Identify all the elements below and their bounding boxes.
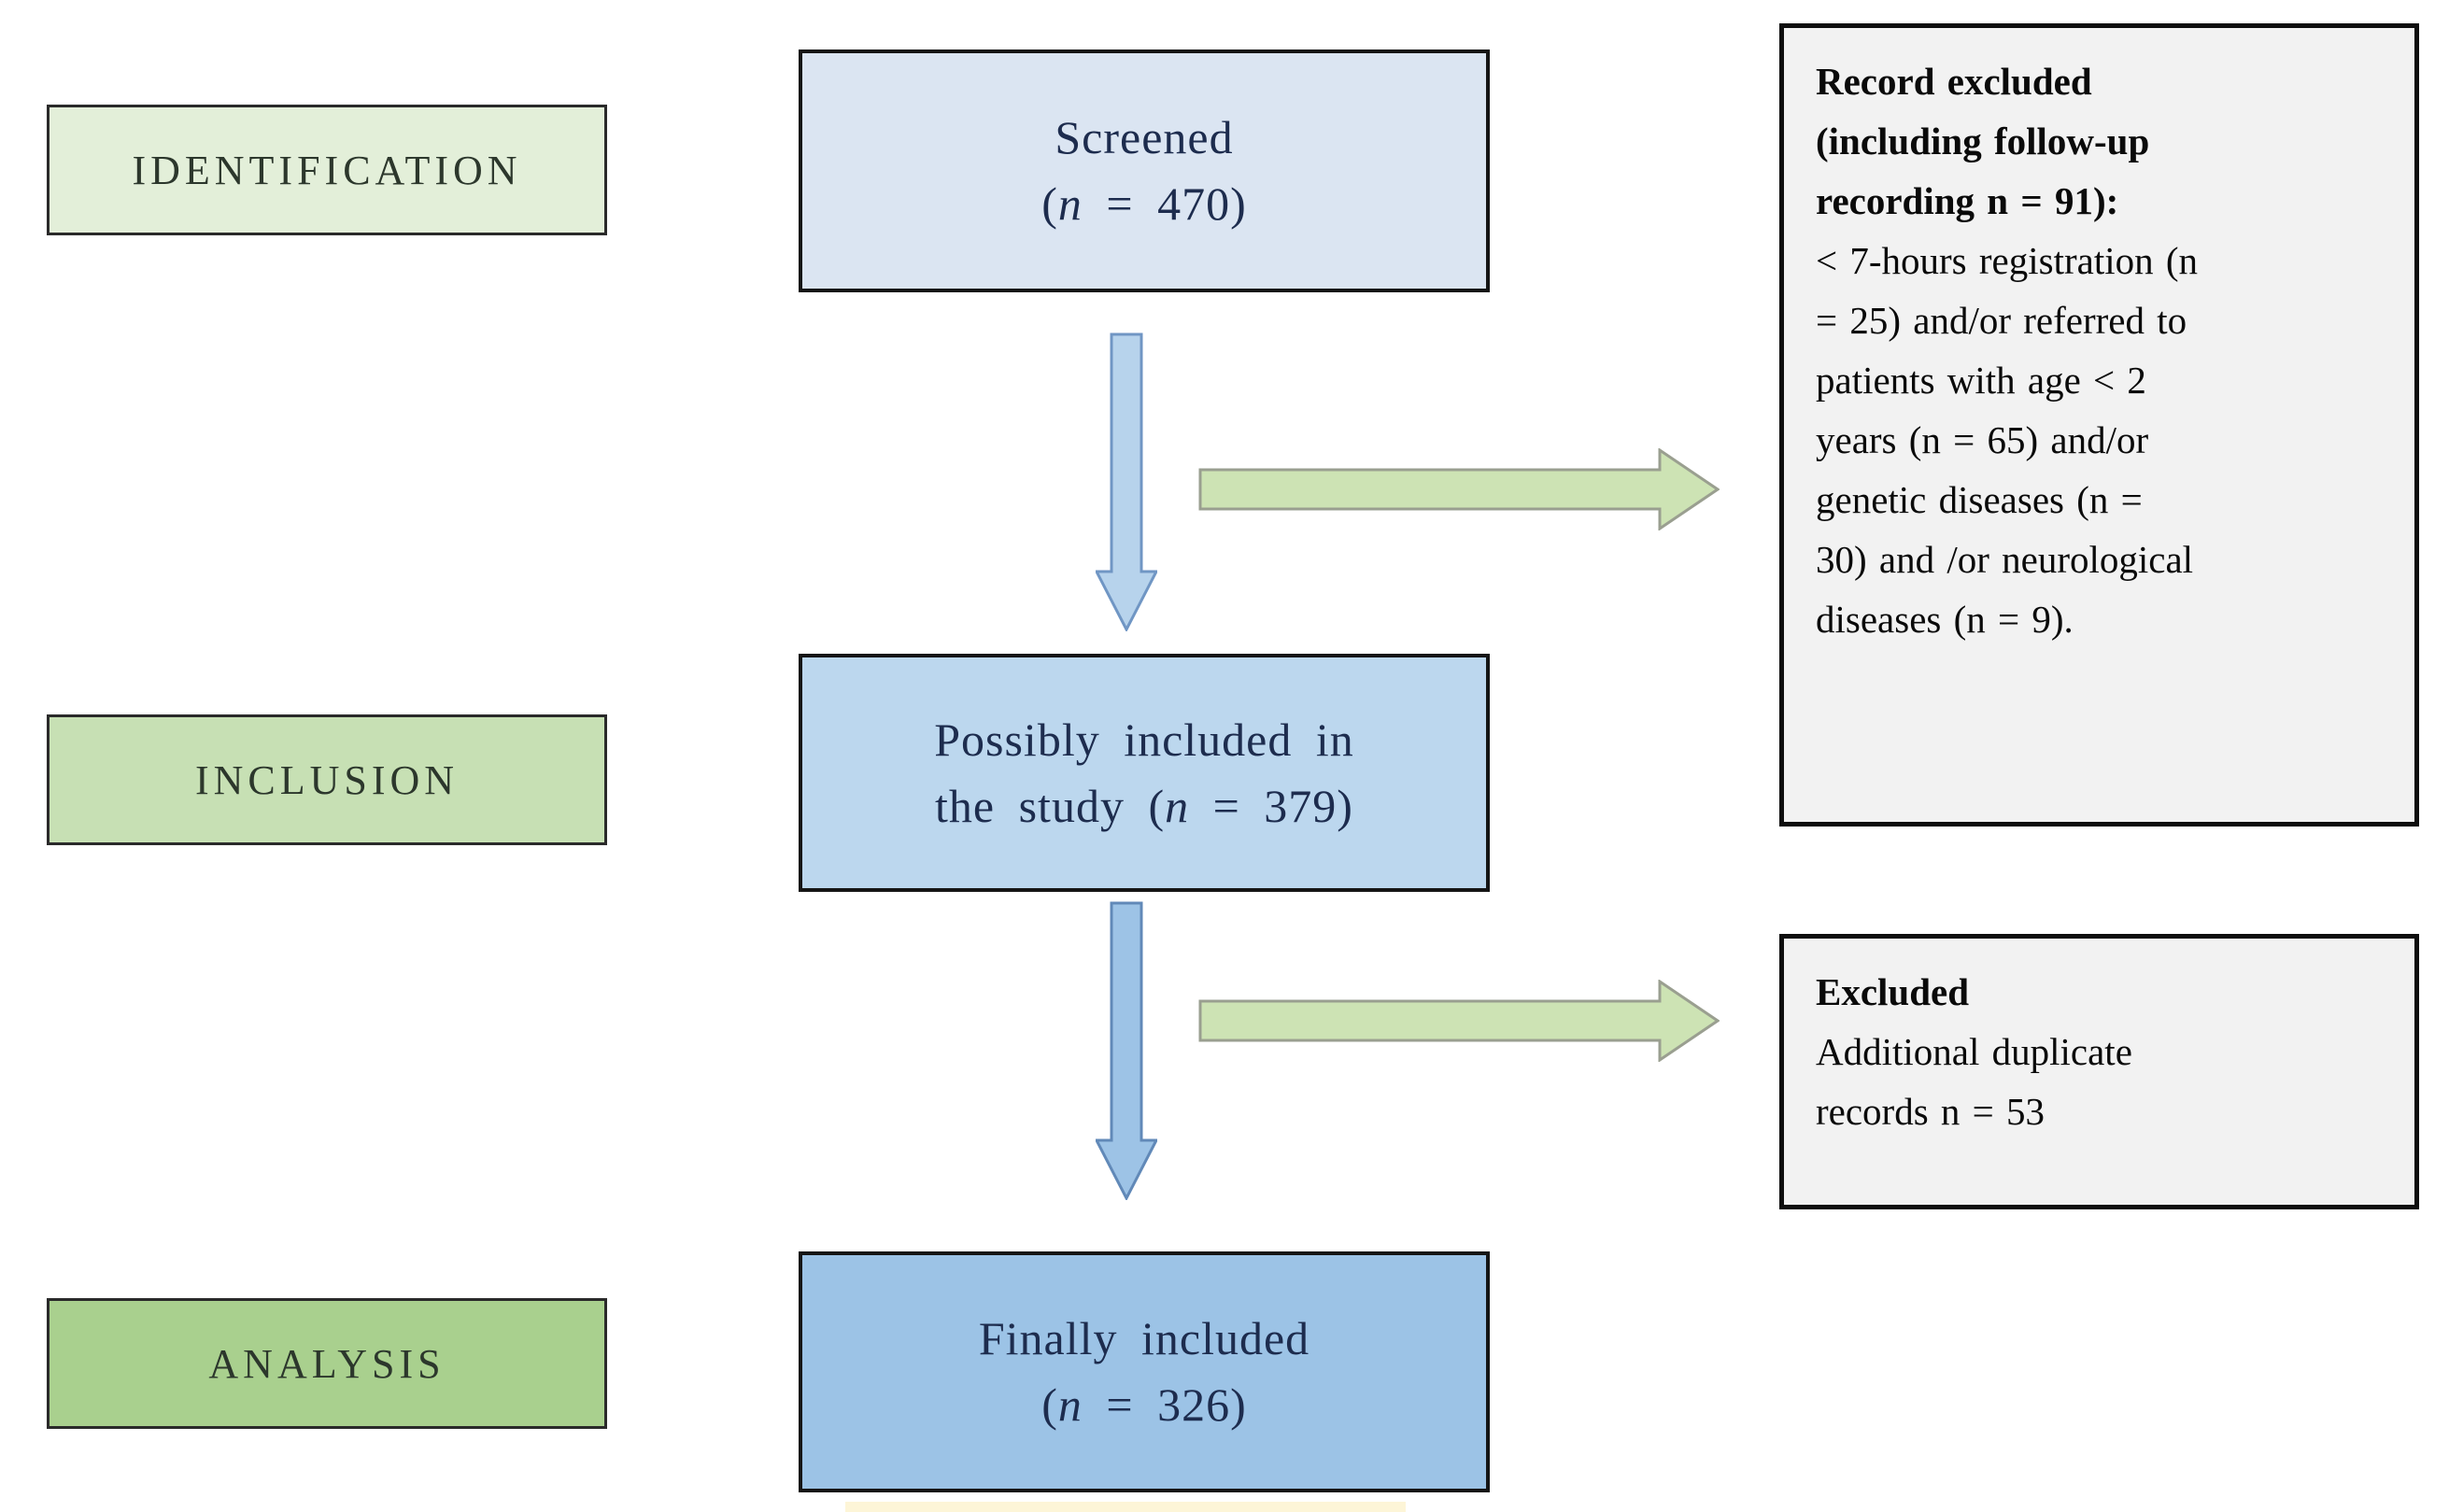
right-arrow-to-excluded bbox=[1198, 980, 1720, 1062]
count-open-paren: ( bbox=[1041, 177, 1058, 230]
count-open-paren: ( bbox=[1041, 1378, 1058, 1431]
count-n-variable: n bbox=[1057, 177, 1083, 230]
down-arrow-screened-to-possibly bbox=[1096, 332, 1157, 631]
flow-box-screened: Screened (n = 470) bbox=[799, 49, 1490, 292]
flow-box-finally-title: Finally included bbox=[978, 1312, 1310, 1364]
count-value: = 470) bbox=[1082, 177, 1247, 230]
right-arrow-shape bbox=[1198, 448, 1720, 530]
down-arrow-shape bbox=[1096, 901, 1157, 1200]
stage-box-analysis: ANALYSIS bbox=[47, 1298, 607, 1429]
exclusion-box-1-title: Record excluded (including follow-up rec… bbox=[1816, 60, 2150, 222]
stage-box-identification: IDENTIFICATION bbox=[47, 105, 607, 235]
exclusion-box-excluded: Excluded Additional duplicate records n … bbox=[1779, 934, 2419, 1209]
stage-box-inclusion: INCLUSION bbox=[47, 714, 607, 845]
flow-box-possibly-title: Possibly included in bbox=[934, 713, 1354, 766]
flow-box-possibly-count: the study (n = 379) bbox=[935, 773, 1353, 840]
flow-box-screened-title: Screened bbox=[1055, 111, 1234, 163]
count-n-variable: n bbox=[1057, 1378, 1083, 1431]
down-arrow-possibly-to-finally bbox=[1096, 901, 1157, 1200]
exclusion-box-2-body: Additional duplicate records n = 53 bbox=[1816, 1029, 2132, 1133]
right-arrow-to-record-excluded bbox=[1198, 448, 1720, 530]
flow-box-finally-included: Finally included (n = 326) bbox=[799, 1251, 1490, 1492]
flow-box-possibly-included: Possibly included in the study (n = 379) bbox=[799, 654, 1490, 892]
exclusion-box-2-title: Excluded bbox=[1816, 970, 1970, 1013]
right-arrow-shape bbox=[1198, 980, 1720, 1062]
partial-yellow-strip bbox=[845, 1502, 1406, 1512]
down-arrow-shape bbox=[1096, 332, 1157, 631]
count-prefix-text: the study bbox=[935, 779, 1149, 832]
count-value: = 326) bbox=[1082, 1378, 1247, 1431]
count-n-variable: n bbox=[1165, 779, 1190, 832]
flow-box-screened-count: (n = 470) bbox=[1041, 171, 1247, 237]
flow-box-finally-count: (n = 326) bbox=[1041, 1372, 1247, 1438]
count-open-paren: ( bbox=[1148, 779, 1166, 832]
exclusion-box-1-body: < 7-hours registration (n = 25) and/or r… bbox=[1816, 238, 2199, 641]
count-value: = 379) bbox=[1189, 779, 1353, 832]
exclusion-box-record-excluded: Record excluded (including follow-up rec… bbox=[1779, 23, 2419, 827]
